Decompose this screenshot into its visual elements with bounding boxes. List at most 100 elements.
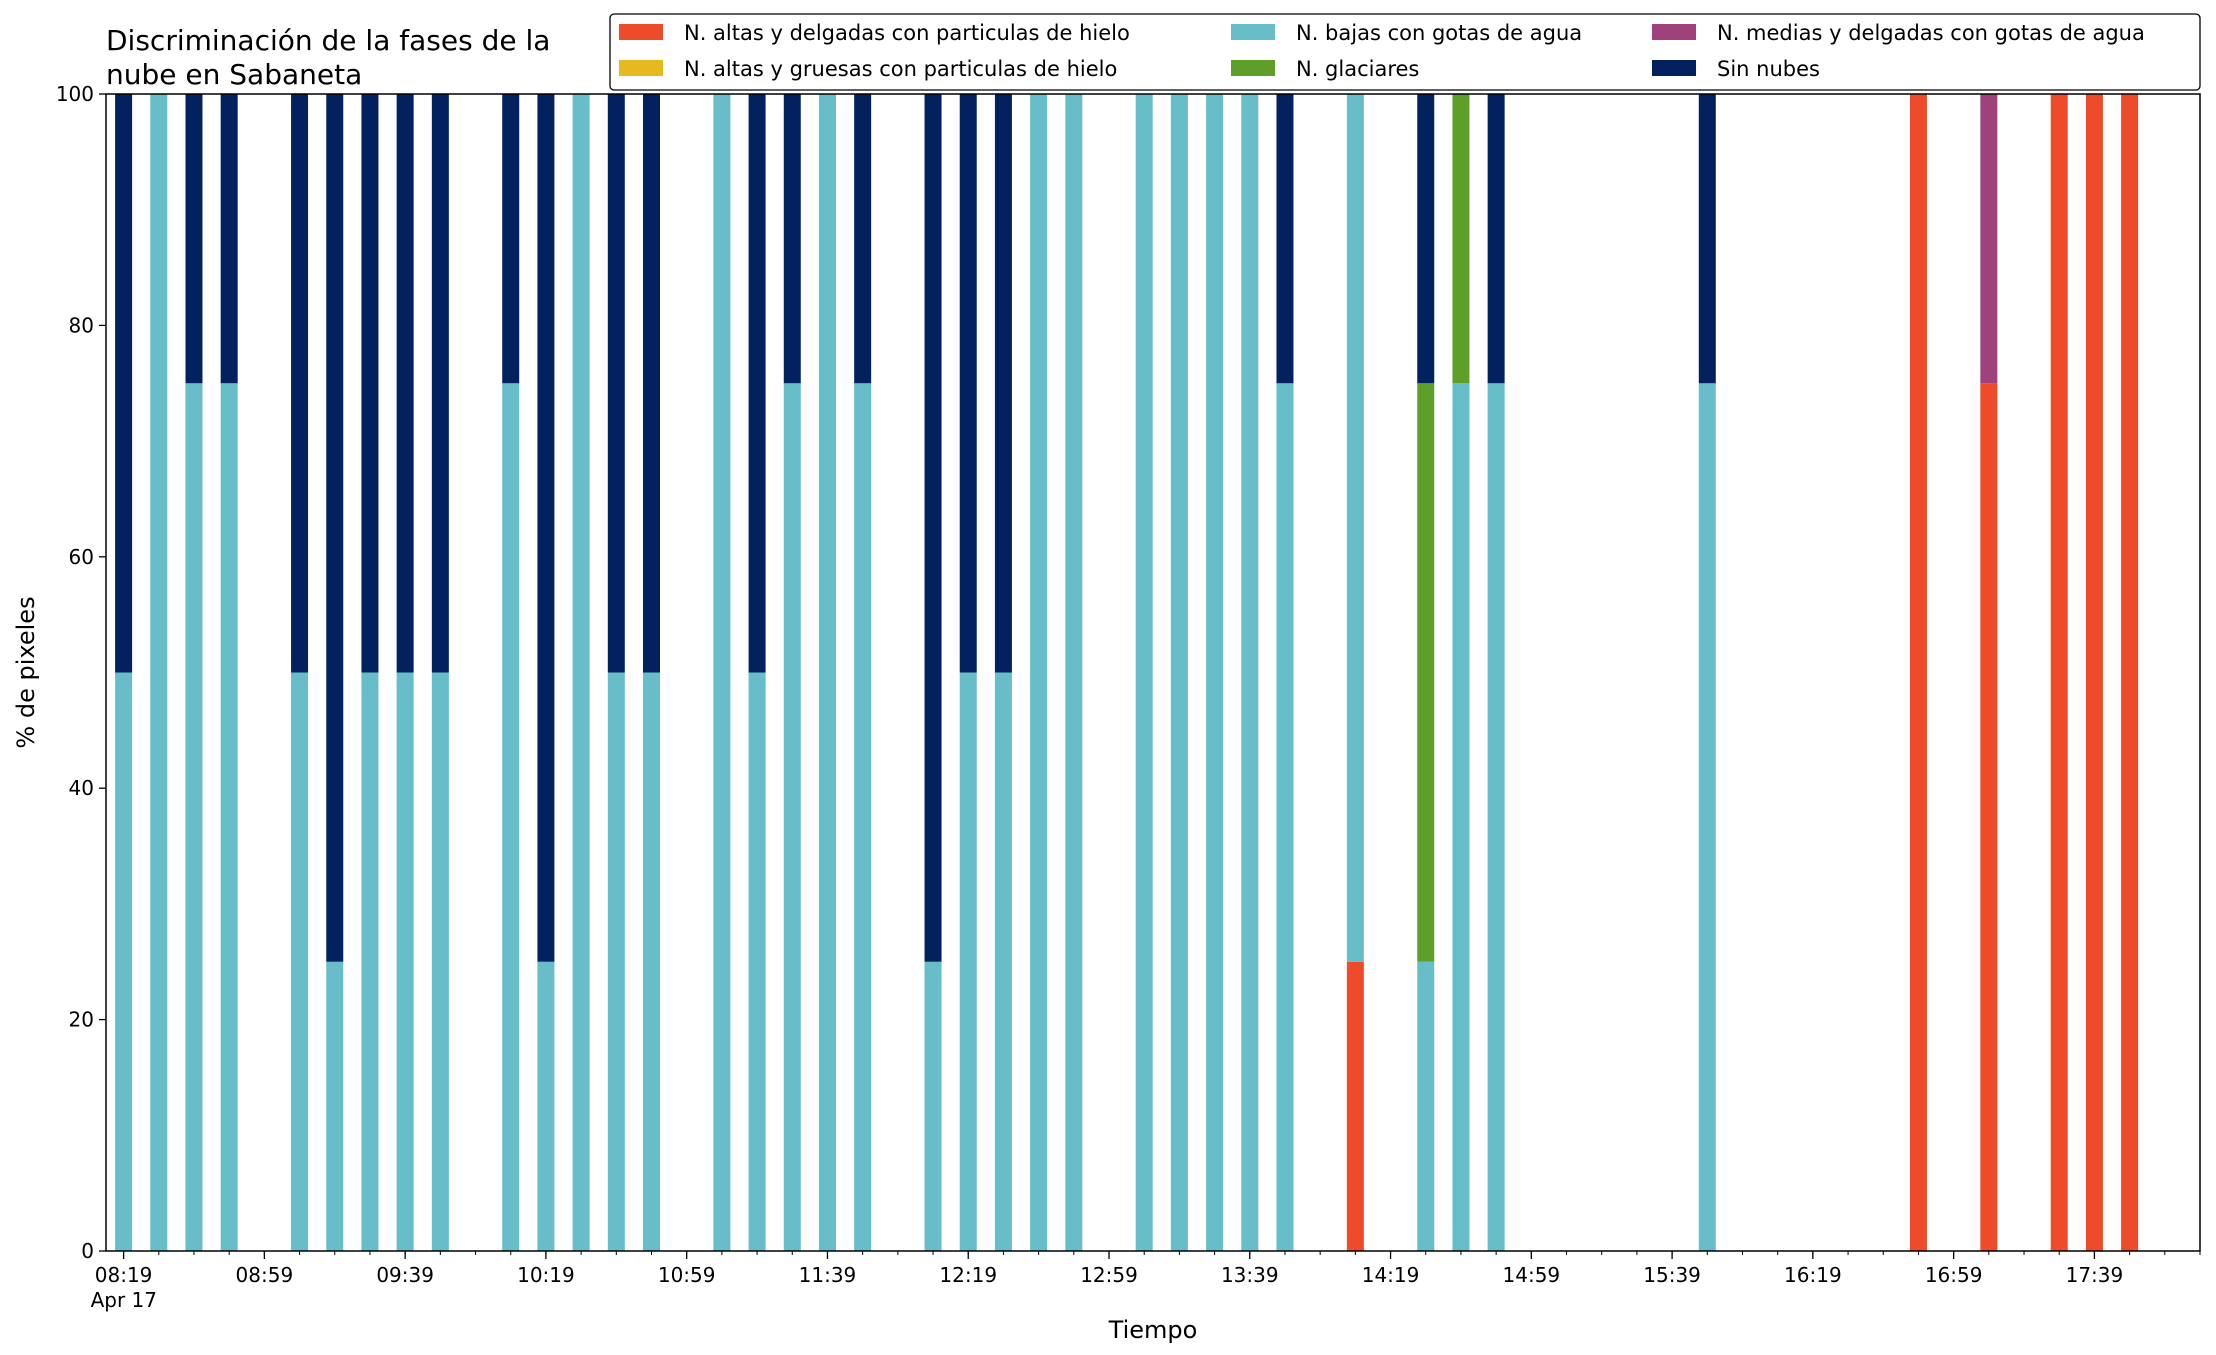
bar-segment-baj	[1206, 94, 1224, 1251]
y-tick-label: 0	[81, 1239, 94, 1263]
x-axis-label: Tiempo	[1108, 1316, 1198, 1344]
bar-segment-baj	[1346, 94, 1364, 962]
bar-stack	[1030, 94, 1048, 1251]
y-tick-label: 60	[69, 545, 94, 569]
bar-stack	[396, 94, 414, 1251]
bar-segment-sin	[115, 94, 133, 673]
chart-title-line-1: Discriminación de la fases de la	[106, 24, 550, 57]
bar-segment-baj	[572, 94, 590, 1251]
bar-segment-sin	[748, 94, 766, 673]
x-tick-sublabel: Apr 17	[91, 1288, 157, 1312]
bar-segment-baj	[1030, 94, 1048, 1251]
bar-stack	[959, 94, 977, 1251]
bar-stack	[1698, 94, 1716, 1251]
bar-stack	[783, 94, 801, 1251]
bar-stack	[924, 94, 942, 1251]
bar-segment-baj	[396, 672, 414, 1251]
bar-segment-sin	[643, 94, 660, 673]
bar-segment-baj	[1487, 383, 1505, 1251]
bar-stack	[220, 94, 238, 1251]
bar-stack	[1417, 94, 1435, 1251]
bar-segment-sin	[959, 94, 977, 673]
bar-stack	[1909, 94, 1927, 1251]
bar-segment-alt_del	[1346, 961, 1364, 1251]
bar-segment-sin	[431, 94, 449, 673]
bar-segment-baj	[537, 961, 555, 1251]
bar-segment-sin	[994, 94, 1012, 673]
bar-stack	[1346, 94, 1364, 1251]
bar-stack	[1276, 94, 1294, 1251]
bar-segment-baj	[748, 672, 766, 1251]
bar-segment-alt_del	[1909, 94, 1927, 1251]
bar-segment-baj	[185, 383, 203, 1251]
bar-segment-sin	[1276, 94, 1294, 384]
bar-stack	[1065, 94, 1083, 1251]
bar-stack	[361, 94, 379, 1251]
bar-segment-baj	[1417, 961, 1435, 1251]
x-tick-label: 08:19	[95, 1263, 153, 1287]
x-tick-label: 16:59	[1925, 1263, 1983, 1287]
bar-stack	[1241, 94, 1259, 1251]
bar-segment-baj	[924, 961, 942, 1251]
x-tick-label: 13:39	[1221, 1263, 1279, 1287]
bar-stack	[1170, 94, 1188, 1251]
legend-label: N. altas y gruesas con particulas de hie…	[684, 57, 1117, 81]
x-tick-label: 10:19	[517, 1263, 575, 1287]
x-tick-label: 12:59	[1080, 1263, 1138, 1287]
bar-stack	[1487, 94, 1505, 1251]
x-tick-label: 09:39	[376, 1263, 434, 1287]
legend-swatch	[1231, 24, 1275, 40]
bar-segment-baj	[291, 672, 309, 1251]
bar-stack	[326, 94, 344, 1251]
bar-segment-baj	[818, 94, 836, 1251]
legend-label: N. medias y delgadas con gotas de agua	[1717, 21, 2145, 45]
legend: N. altas y delgadas con particulas de hi…	[609, 13, 2201, 91]
legend-label: N. bajas con gotas de agua	[1296, 21, 1582, 45]
x-tick-label: 08:59	[236, 1263, 294, 1287]
bar-segment-alt_del	[1980, 383, 1998, 1251]
bar-stack	[1980, 94, 1998, 1251]
legend-label: N. glaciares	[1296, 57, 1419, 81]
legend-item: N. altas y gruesas con particulas de hie…	[619, 57, 1117, 81]
bar-segment-baj	[361, 672, 379, 1251]
bar-segment-baj	[994, 672, 1012, 1251]
bar-segment-baj	[607, 672, 625, 1251]
bar-stack	[818, 94, 836, 1251]
legend-item: Sin nubes	[1652, 57, 1820, 81]
bar-stack	[1206, 94, 1224, 1251]
bar-stack	[607, 94, 625, 1251]
bar-stack	[185, 94, 203, 1251]
legend-box	[609, 13, 2201, 91]
bar-segment-gla	[1417, 383, 1435, 962]
bar-segment-baj	[326, 961, 344, 1251]
x-tick-label: 10:59	[658, 1263, 716, 1287]
bar-segment-baj	[1135, 94, 1153, 1251]
bar-segment-sin	[854, 94, 872, 384]
bar-segment-baj	[1276, 383, 1294, 1251]
bar-segment-gla	[1452, 94, 1470, 384]
bar-segment-baj	[1241, 94, 1259, 1251]
bar-stack	[2085, 94, 2103, 1251]
bar-stack	[994, 94, 1012, 1251]
bar-segment-baj	[1065, 94, 1083, 1251]
bar-segment-alt_del	[2121, 94, 2139, 1251]
bar-stack	[502, 94, 520, 1251]
bar-segment-sin	[220, 94, 238, 384]
bar-segment-sin	[924, 94, 942, 962]
x-tick-label: 14:19	[1362, 1263, 1420, 1287]
legend-swatch	[619, 24, 663, 40]
bar-segment-baj	[643, 672, 660, 1251]
x-tick-label: 14:59	[1503, 1263, 1561, 1287]
x-tick-label: 17:39	[2066, 1263, 2124, 1287]
bar-stack	[1452, 94, 1470, 1251]
bar-segment-baj	[150, 94, 168, 1251]
legend-item: N. altas y delgadas con particulas de hi…	[619, 21, 1130, 45]
bar-segment-sin	[537, 94, 555, 962]
bar-stack	[2121, 94, 2139, 1251]
bar-segment-baj	[1698, 383, 1716, 1251]
bar-segment-sin	[361, 94, 379, 673]
y-tick-label: 40	[69, 776, 94, 800]
bar-segment-alt_del	[2085, 94, 2103, 1251]
chart-title: Discriminación de la fases de la nube en…	[106, 24, 550, 91]
